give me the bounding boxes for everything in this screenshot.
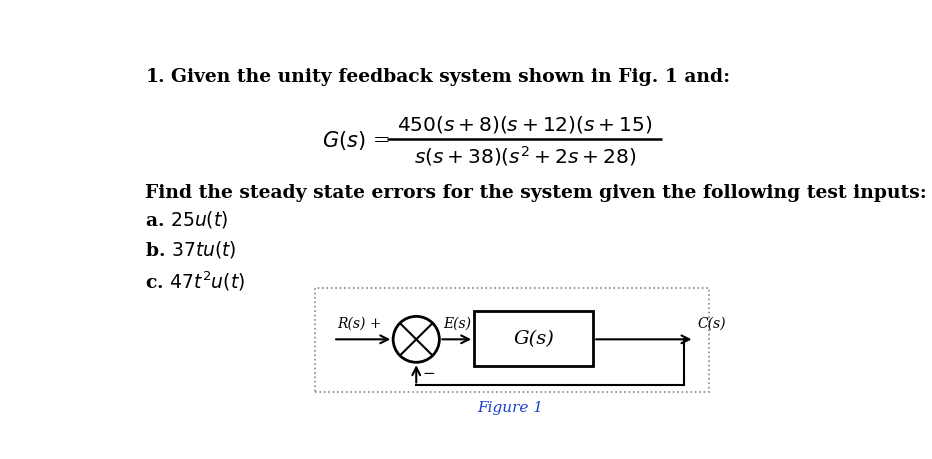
Text: 1.: 1. bbox=[145, 67, 165, 85]
Text: Figure 1: Figure 1 bbox=[477, 400, 543, 414]
Text: a. $25u(t)$: a. $25u(t)$ bbox=[145, 209, 228, 230]
Text: $s(s+38)(s^2+2s+28)$: $s(s+38)(s^2+2s+28)$ bbox=[414, 144, 636, 168]
Text: b. $37tu(t)$: b. $37tu(t)$ bbox=[145, 239, 237, 260]
Text: R(s) +: R(s) + bbox=[336, 316, 381, 330]
Text: $-$: $-$ bbox=[422, 364, 435, 378]
Text: C(s): C(s) bbox=[698, 316, 726, 330]
Text: c. $47t^2u(t)$: c. $47t^2u(t)$ bbox=[145, 269, 245, 292]
Text: G(s): G(s) bbox=[514, 330, 554, 347]
Text: $\mathbf{\mathit{G(s)}}$: $\mathbf{\mathit{G(s)}}$ bbox=[322, 129, 365, 151]
Text: $450(s+8)(s+12)(s+15)$: $450(s+8)(s+12)(s+15)$ bbox=[397, 113, 652, 134]
Text: Given the unity feedback system shown in Fig. 1 and:: Given the unity feedback system shown in… bbox=[171, 67, 730, 85]
Bar bbox=[315, 288, 709, 392]
Text: =: = bbox=[373, 130, 391, 149]
Text: Find the steady state errors for the system given the following test inputs:: Find the steady state errors for the sys… bbox=[145, 184, 927, 202]
Bar bbox=[474, 311, 594, 366]
Text: E(s): E(s) bbox=[443, 316, 471, 330]
